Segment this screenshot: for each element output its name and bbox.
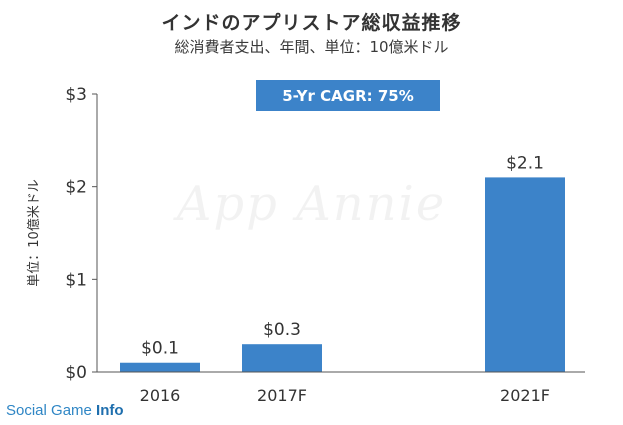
x-tick-label: 2017F — [257, 386, 307, 405]
y-tick-label: $0 — [65, 363, 87, 383]
y-axis-label: 単位：10億米ドル — [26, 179, 42, 287]
data-label: $2.1 — [506, 153, 544, 173]
watermark: App Annie — [176, 176, 447, 232]
data-label: $0.3 — [263, 320, 301, 340]
credit-text: Social Game — [6, 402, 97, 419]
data-label: $0.1 — [141, 339, 179, 359]
bar — [485, 177, 565, 372]
cagr-annotation: 5-Yr CAGR: 75% — [256, 80, 440, 111]
y-tick-label: $3 — [65, 85, 87, 105]
chart-subtitle: 総消費者支出、年間、単位：10億米ドル — [174, 38, 449, 56]
y-tick-label: $1 — [65, 270, 87, 290]
x-tick-label: 2016 — [140, 386, 181, 405]
y-tick-label: $2 — [65, 178, 87, 198]
bar — [242, 344, 322, 372]
bar — [120, 362, 200, 372]
credit-text-strong: Info — [96, 402, 124, 419]
x-tick-label: 2021F — [500, 386, 550, 405]
source-credit: Social Game Info — [6, 402, 124, 419]
chart-title: インドのアプリストア総収益推移 — [161, 12, 462, 34]
